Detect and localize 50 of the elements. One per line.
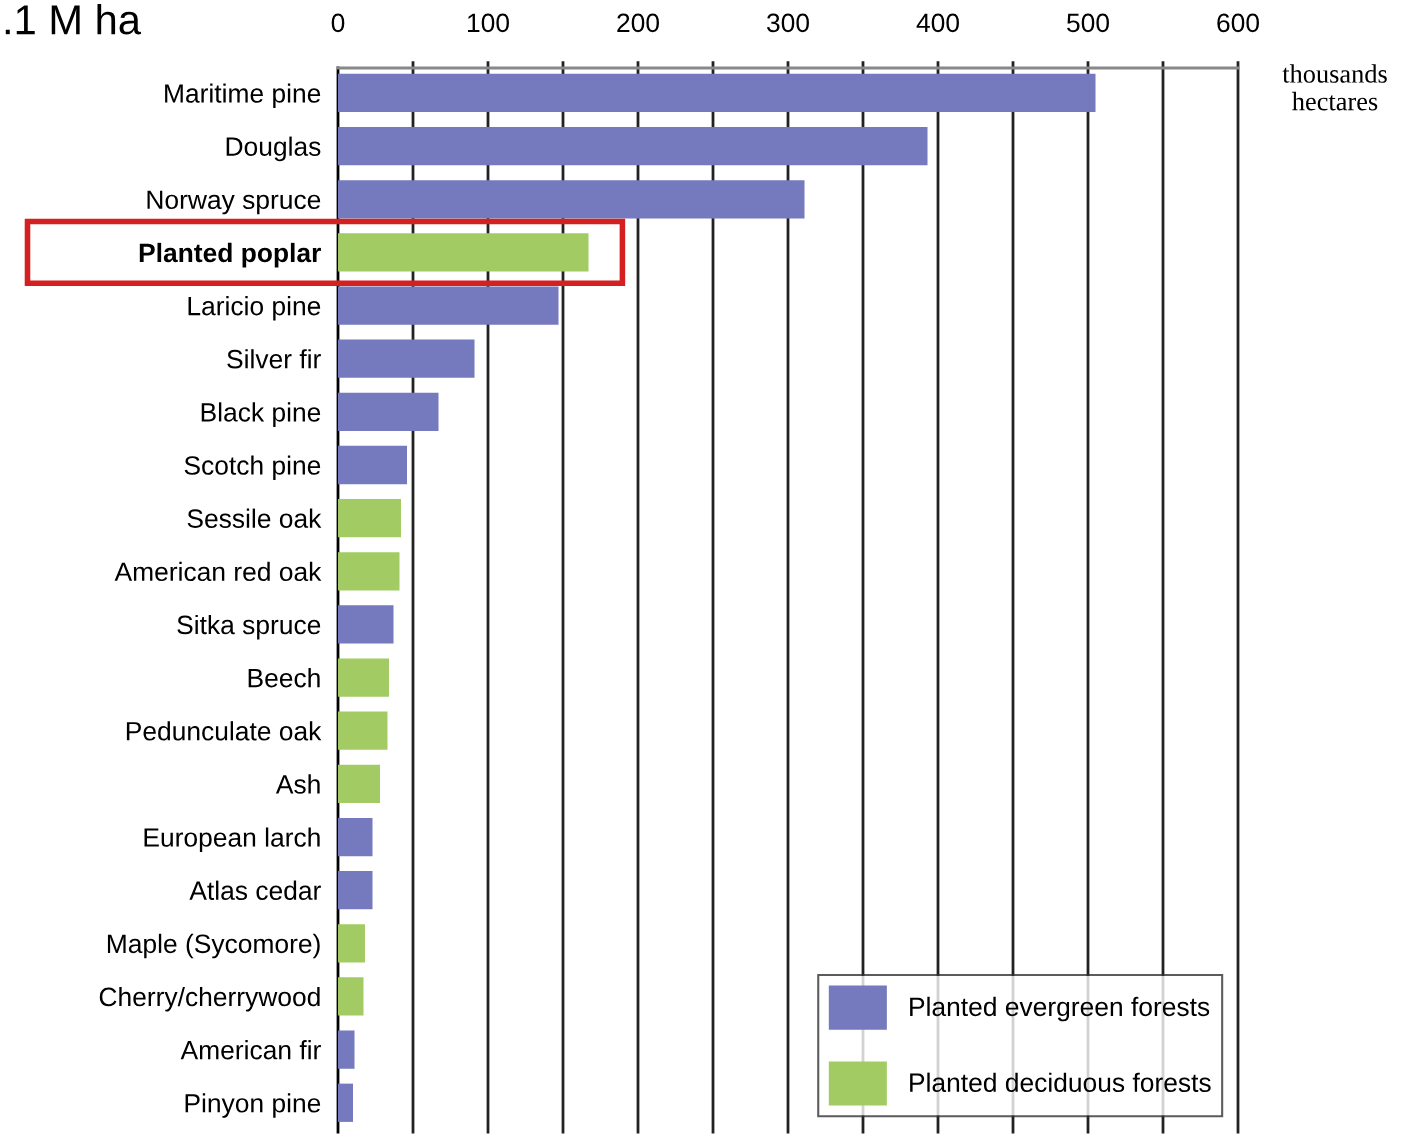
y-tick-label: Silver fir: [227, 349, 321, 369]
bar: [338, 445, 407, 485]
y-tick-label: Maritime pine: [165, 83, 321, 109]
bar: [338, 871, 373, 910]
text: .1 M ha: [5, 4, 141, 35]
x-tick-label: 200: [617, 13, 659, 33]
bar: [338, 392, 439, 431]
y-tick-label: Maple (Sycomore): [107, 933, 320, 959]
y-tick-label: Douglas: [226, 136, 321, 162]
y-tick-label: Cherry/cherrywood: [99, 986, 320, 1012]
y-tick-label: Beech: [248, 668, 320, 688]
x-axis-title: thousands hectares: [1282, 64, 1387, 111]
y-tick-label: Atlas cedar: [189, 880, 321, 900]
x-tick-label: 100: [468, 13, 509, 33]
bar: [338, 817, 373, 857]
y-tick-label: Sessile oak: [187, 508, 322, 528]
y-tick-label: Norway spruce: [147, 190, 321, 215]
bar: [338, 711, 388, 750]
x-tick-label: 300: [766, 13, 809, 33]
bar: [338, 339, 475, 378]
bar: [338, 658, 389, 697]
y-tick-label: Laricio pine: [188, 296, 321, 321]
bar: [338, 552, 400, 591]
x-tick-label: 600: [1217, 13, 1259, 33]
bar: [338, 977, 364, 1016]
bar: [338, 73, 1096, 113]
y-tick-label: Black pine: [201, 402, 321, 427]
bar: [338, 605, 394, 644]
y-tick-label: Scotch pine: [184, 455, 321, 481]
legend-label: Planted deciduous forests: [910, 1072, 1211, 1093]
y-tick-label: Pedunculate oak: [126, 721, 322, 741]
bar: [338, 924, 365, 963]
x-tick-label: 400: [916, 13, 959, 33]
bar: [338, 1083, 353, 1122]
bar: [338, 1030, 355, 1069]
bar: [338, 126, 928, 166]
y-tick-label: Pinyon pine: [185, 1093, 321, 1118]
y-tick-label: European larch: [144, 827, 320, 853]
y-tick-label: American red oak: [114, 561, 322, 582]
y-tick-label: Sitka spruce: [177, 614, 321, 640]
y-tick-label: American fir: [180, 1040, 321, 1060]
x-tick-label: 0: [331, 13, 345, 33]
x-tick-label: 500: [1067, 13, 1109, 33]
bar: [338, 499, 401, 538]
bar: [338, 286, 559, 325]
y-tick-label: Ash: [275, 774, 320, 794]
bar: [338, 233, 589, 272]
y-tick-label: Planted poplar: [139, 242, 321, 268]
legend-label: Planted evergreen forests: [910, 996, 1210, 1022]
bar: [338, 764, 380, 804]
